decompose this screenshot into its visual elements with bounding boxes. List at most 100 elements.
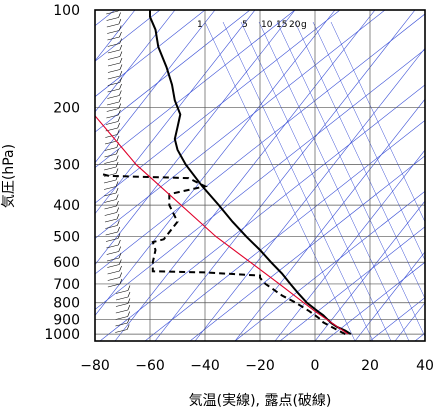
wind-barb-staff bbox=[107, 283, 120, 288]
dry-adiabat-line bbox=[279, 226, 425, 341]
dry-adiabat-line bbox=[144, 119, 425, 341]
wind-barb-staff bbox=[104, 140, 118, 145]
wind-barb-staff bbox=[106, 257, 120, 262]
wind-barb-staff bbox=[105, 238, 119, 242]
dry-adiabat-line bbox=[95, 10, 341, 204]
wind-barb-flag bbox=[118, 18, 122, 25]
wind-barb-flag bbox=[115, 161, 119, 168]
y-tick-label: 1000 bbox=[44, 327, 80, 343]
grid-lines bbox=[94, 9, 426, 341]
wind-barb-staff bbox=[104, 160, 117, 164]
dry-adiabat-line bbox=[95, 10, 206, 98]
skew-isotherm-line bbox=[354, 251, 425, 341]
x-tick-label: −40 bbox=[190, 358, 220, 374]
wind-barb-staff bbox=[103, 186, 117, 190]
skew-isotherm-line bbox=[114, 10, 376, 341]
wind-barb-staff bbox=[106, 108, 119, 112]
mix-label-1: 1 bbox=[197, 20, 203, 30]
wind-barb-staff bbox=[115, 329, 128, 333]
wind-barb-staff bbox=[104, 192, 117, 197]
x-axis-ticks: −80 −60 −40 −20 0 20 40 bbox=[80, 358, 434, 374]
wind-barb-staff bbox=[107, 264, 120, 268]
skew-isotherm-line bbox=[314, 200, 425, 341]
skew-isotherm-line bbox=[95, 10, 216, 164]
mixing-ratio-line bbox=[276, 21, 425, 338]
wind-barb-staff bbox=[105, 231, 118, 236]
mixing-ratio-labels: 1 5 10 15 20 g bbox=[197, 20, 307, 30]
skew-isotherm-line bbox=[274, 149, 425, 341]
wind-barb-flag bbox=[119, 278, 123, 285]
wind-barb-flag bbox=[116, 148, 119, 155]
mix-label-10: 10 bbox=[261, 20, 273, 30]
skew-isotherm-line bbox=[154, 10, 416, 341]
wind-barb-flag bbox=[115, 168, 119, 174]
y-tick-label: 700 bbox=[53, 277, 80, 293]
wind-barb-staff bbox=[107, 69, 121, 73]
wind-barb-flag bbox=[117, 226, 120, 233]
mix-label-15: 15 bbox=[276, 20, 287, 30]
wind-barb-flag bbox=[119, 57, 123, 64]
wind-barb-flag bbox=[127, 298, 131, 304]
wind-barb-staff bbox=[104, 166, 117, 171]
x-tick-label: −60 bbox=[135, 358, 165, 374]
wind-barb-staff bbox=[106, 251, 119, 255]
x-tick-label: 40 bbox=[416, 358, 434, 374]
wind-barb-flag bbox=[118, 252, 122, 259]
wind-barb-flag bbox=[127, 285, 131, 291]
dry-adiabat-line bbox=[95, 13, 425, 275]
wind-barb-staff bbox=[106, 101, 120, 106]
wind-barb-flag bbox=[116, 213, 120, 220]
wind-barb-staff bbox=[107, 56, 121, 60]
y-tick-label: 100 bbox=[53, 3, 80, 19]
mixing-ratio-line bbox=[240, 21, 392, 341]
wind-barb-flag bbox=[117, 233, 121, 239]
wind-barb-flag bbox=[118, 25, 122, 31]
wind-barb-flag bbox=[119, 64, 123, 70]
wind-barb-staff bbox=[107, 62, 121, 67]
mixing-ratio-line bbox=[204, 21, 356, 341]
y-tick-label: 600 bbox=[53, 255, 80, 271]
wind-barb-flag bbox=[127, 304, 131, 311]
wind-barb-flag bbox=[118, 246, 121, 252]
wind-barb-flag bbox=[127, 311, 130, 317]
wind-barb-staff bbox=[107, 43, 120, 47]
dry-adiabat-line bbox=[95, 10, 296, 169]
wind-barbs bbox=[103, 10, 131, 333]
dewpoint-line bbox=[100, 172, 346, 335]
wind-barb-flag bbox=[117, 116, 121, 122]
wind-barb-flag bbox=[118, 103, 122, 109]
dry-adiabat-line bbox=[234, 190, 425, 341]
wind-barb-flag bbox=[119, 77, 123, 83]
y-tick-label: 300 bbox=[53, 158, 80, 174]
x-tick-label: −20 bbox=[245, 358, 275, 374]
wind-barb-staff bbox=[106, 23, 119, 28]
dry-adiabat-line bbox=[95, 10, 251, 133]
y-tick-label: 400 bbox=[53, 198, 80, 214]
wind-barb-staff bbox=[107, 75, 120, 80]
wind-barb-flag bbox=[119, 272, 123, 278]
skew-isotherm-line bbox=[394, 302, 425, 341]
wind-barb-staff bbox=[115, 303, 129, 307]
wind-barb-flag bbox=[119, 83, 122, 90]
skew-isotherm-line bbox=[234, 98, 425, 341]
wind-barb-flag bbox=[118, 12, 121, 18]
wind-barb-staff bbox=[104, 205, 117, 210]
wind-barb-staff bbox=[106, 114, 119, 119]
wind-barb-flag bbox=[127, 317, 130, 324]
wind-barb-flag bbox=[115, 187, 119, 194]
plot-frame bbox=[94, 9, 426, 342]
wind-barb-staff bbox=[107, 49, 120, 54]
dry-adiabat-line bbox=[99, 84, 425, 341]
wind-barb-staff bbox=[107, 270, 120, 275]
mixing-ratio-line bbox=[330, 21, 425, 223]
wind-barb-staff bbox=[103, 179, 117, 184]
wind-barb-staff bbox=[107, 82, 120, 86]
wind-barb-staff bbox=[107, 88, 120, 93]
y-tick-label: 200 bbox=[53, 101, 80, 117]
wind-barb-flag bbox=[118, 96, 122, 103]
wind-barb-flag bbox=[119, 259, 122, 265]
mixing-ratio-line bbox=[222, 21, 374, 341]
series-lines bbox=[95, 10, 352, 335]
